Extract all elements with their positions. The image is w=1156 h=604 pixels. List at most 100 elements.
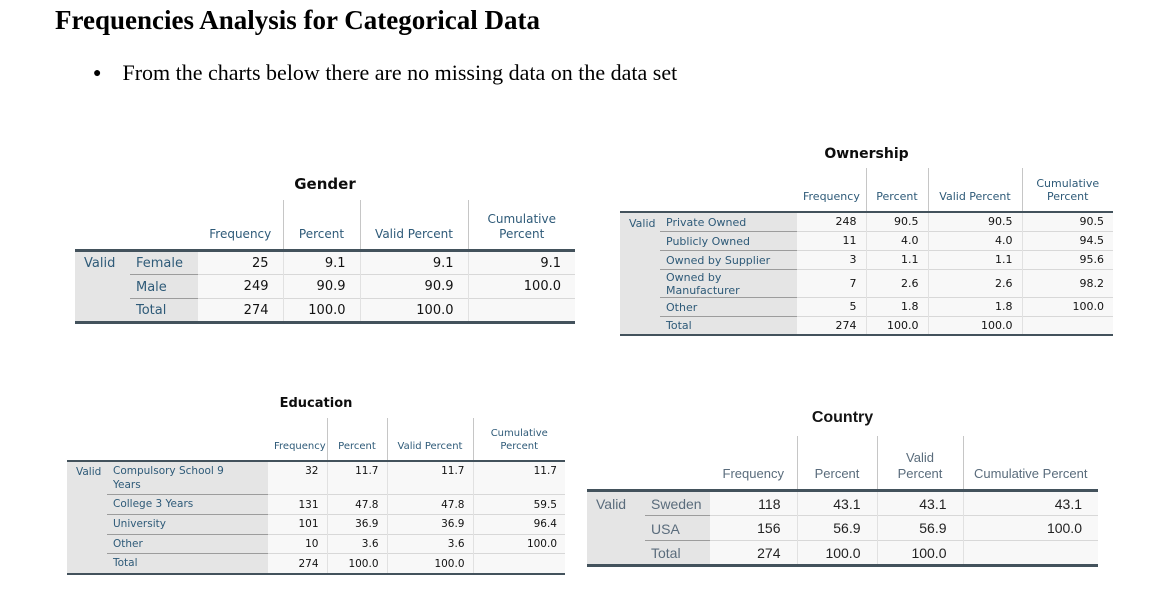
value-cell: 1.1 [865, 249, 928, 269]
table-row: Valid Female 25 9.1 9.1 9.1 [75, 250, 575, 324]
value-cell: 274 [198, 298, 283, 324]
value-cell: 7 [797, 268, 866, 297]
column-header-percent: Percent [796, 436, 877, 492]
value-cell: 98.2 [1021, 268, 1113, 297]
row-label-text: Male [136, 279, 167, 295]
country-table-container: Country Frequency Percent Valid Percent Cumu… [587, 408, 1098, 567]
value-cell: 1.1 [927, 249, 1022, 269]
value-cell: 3.6 [386, 533, 473, 554]
value-cell: 47.8 [326, 494, 387, 515]
row-label-text: Sweden [651, 496, 702, 512]
value-cell: 90.5 [1021, 212, 1113, 231]
header-row: Frequency Percent Valid Percent Cumulative … [67, 418, 565, 462]
table-row: Owned by Supplier 3 1.1 1.1 95.6 [620, 249, 1113, 269]
bullet-item: ● From the charts below there are no mis… [93, 60, 677, 86]
row-label-text: Publicly Owned [666, 234, 750, 248]
table-row: Total 274 100.0 100.0 [67, 553, 565, 575]
value-cell [962, 540, 1098, 567]
value-cell: 100.0 [876, 540, 963, 567]
value-cell: 5 [797, 296, 866, 316]
value-cell: 100.0 [472, 533, 565, 554]
value-cell [1021, 315, 1113, 336]
row-label-text: Total [136, 303, 167, 318]
row-label: Female [130, 250, 198, 275]
value-cell: 11.7 [326, 461, 387, 495]
row-label-text: Owned by Supplier [666, 253, 771, 267]
value-cell: 9.1 [467, 250, 575, 275]
row-label: Owned by Supplier [660, 249, 797, 269]
value-cell: 90.9 [359, 274, 468, 299]
table-row: Owned by Manufacturer 7 2.6 2.6 98.2 [620, 268, 1113, 297]
value-cell: 25 [198, 250, 283, 275]
value-cell: 274 [797, 315, 866, 336]
table-row: Total 274 100.0 100.0 [75, 298, 575, 324]
column-header-frequency: Frequency [710, 436, 797, 492]
row-label: Total [660, 315, 797, 336]
header-row: Frequency Percent Valid Percent Cumulative … [75, 200, 575, 252]
ownership-table-container: Ownership Frequency Percent Valid Percent Cu… [620, 145, 1113, 336]
column-header-cumulative-percent: Cumulative Percent [1021, 168, 1113, 213]
value-cell: 56.9 [796, 515, 877, 541]
value-cell [467, 298, 575, 324]
value-cell: 43.1 [796, 490, 877, 516]
value-cell: 96.4 [472, 513, 565, 535]
education-table-title: Education [279, 396, 353, 411]
gender-table-title: Gender [294, 175, 356, 193]
value-cell: 101 [268, 513, 327, 535]
gender-table-container: Gender Frequency Percent Valid Percent Cumul… [75, 175, 575, 324]
country-table-title: Country [811, 409, 874, 426]
value-cell: 11 [797, 230, 866, 250]
value-cell: 4.0 [865, 230, 928, 250]
table-row: Male 249 90.9 90.9 100.0 [75, 274, 575, 299]
value-cell: 90.5 [865, 212, 928, 231]
row-group-label: Valid [587, 490, 645, 567]
row-label-text: Other [666, 300, 698, 314]
value-cell: 100.0 [927, 315, 1022, 336]
row-group-label: Valid [67, 461, 107, 575]
value-cell: 90.9 [282, 274, 360, 299]
column-header-frequency: Frequency [797, 168, 866, 213]
value-cell: 100.0 [282, 298, 360, 324]
value-cell: 156 [710, 515, 797, 541]
value-cell: 100.0 [467, 274, 575, 299]
value-cell: 249 [198, 274, 283, 299]
column-header-cumulative-percent: Cumulative Percent [962, 436, 1098, 492]
value-cell: 3.6 [326, 533, 387, 554]
header-row: Frequency Percent Valid Percent Cumulative … [587, 436, 1098, 492]
table-row: Valid Compulsory School 9 Years 32 11.7 11.7… [67, 461, 565, 575]
column-header-percent: Percent [326, 418, 387, 462]
row-label: Total [130, 298, 198, 324]
value-cell: 47.8 [386, 494, 473, 515]
value-cell: 43.1 [962, 490, 1098, 516]
value-cell: 36.9 [326, 513, 387, 535]
value-cell: 90.5 [927, 212, 1022, 231]
row-group-label: Valid [75, 250, 130, 324]
row-label: Compulsory School 9 Years [107, 461, 268, 495]
gender-frequency-table: Frequency Percent Valid Percent Cumulative … [75, 200, 575, 324]
value-cell: 3 [797, 249, 866, 269]
education-frequency-table: Frequency Percent Valid Percent Cumulative … [67, 418, 565, 575]
value-cell: 4.0 [927, 230, 1022, 250]
row-label: University [107, 513, 268, 535]
value-cell: 36.9 [386, 513, 473, 535]
value-cell: 1.8 [865, 296, 928, 316]
row-label: Other [660, 296, 797, 316]
value-cell: 9.1 [282, 250, 360, 275]
column-header-valid-percent: Valid Percent [927, 168, 1022, 213]
value-cell [472, 553, 565, 575]
table-row: University 101 36.9 36.9 96.4 [67, 513, 565, 535]
row-label-text: Compulsory School 9 Years [113, 465, 224, 491]
education-table-container: Education Frequency Percent Valid Percent Cu… [67, 396, 565, 575]
row-label: Male [130, 274, 198, 299]
value-cell: 274 [268, 553, 327, 575]
value-cell: 11.7 [386, 461, 473, 495]
row-label-text: College 3 Years [113, 498, 194, 511]
value-cell: 274 [710, 540, 797, 567]
value-cell: 43.1 [876, 490, 963, 516]
column-header-valid-percent: Valid Percent [386, 418, 473, 462]
row-label-text: Female [136, 256, 184, 271]
row-label-text: Total [666, 319, 692, 333]
corner-cell [75, 200, 198, 252]
row-label: Private Owned [660, 212, 797, 231]
